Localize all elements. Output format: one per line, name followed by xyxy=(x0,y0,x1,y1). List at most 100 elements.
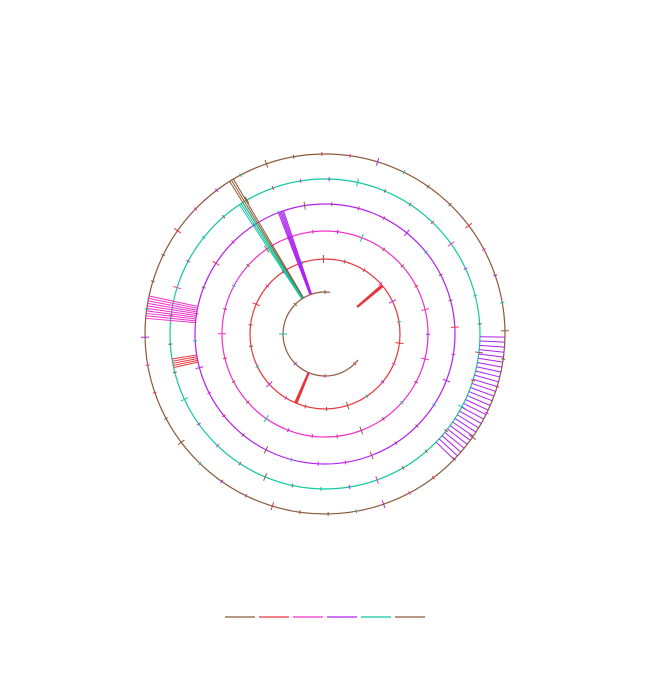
ring-tick xyxy=(220,479,224,484)
link xyxy=(171,354,197,360)
ring-tick xyxy=(246,263,250,268)
ring-tick xyxy=(432,403,436,407)
link xyxy=(441,435,462,453)
ring-tick xyxy=(348,485,351,490)
ring-tick xyxy=(388,299,397,304)
ring-tick xyxy=(402,170,406,175)
ring-tick xyxy=(231,284,236,288)
ring-tick xyxy=(359,426,364,435)
link xyxy=(146,310,197,318)
ring-tick xyxy=(484,411,489,415)
ring-tick xyxy=(263,446,269,454)
link xyxy=(232,178,305,299)
link xyxy=(467,395,491,406)
ring xyxy=(144,153,506,515)
link xyxy=(147,302,197,313)
link xyxy=(477,362,503,368)
ring-tick xyxy=(420,357,429,361)
ring-tick xyxy=(396,320,402,323)
ring-tick xyxy=(207,391,212,395)
ring-tick xyxy=(369,451,374,460)
ring-tick xyxy=(470,379,475,382)
link xyxy=(468,391,493,402)
link xyxy=(479,340,505,343)
ring-tick xyxy=(381,416,385,421)
ring-tick xyxy=(452,457,457,461)
ring-tick xyxy=(299,178,302,183)
ring-tick xyxy=(481,248,486,251)
ring-tick xyxy=(215,443,220,448)
ring-tick xyxy=(271,185,275,191)
ring-tick xyxy=(458,404,466,410)
link xyxy=(148,295,199,308)
ring-tick xyxy=(442,378,451,383)
ring-tick xyxy=(221,214,226,219)
link xyxy=(470,387,495,397)
ring-tick xyxy=(290,457,293,462)
ring-tick xyxy=(263,415,269,423)
ring-tick xyxy=(500,301,505,304)
ring-tick xyxy=(173,285,182,290)
link xyxy=(145,315,196,322)
ring-tick xyxy=(380,380,385,384)
ring-tick xyxy=(400,400,404,405)
link xyxy=(280,211,312,295)
ring-tick xyxy=(173,228,182,234)
link xyxy=(479,344,505,348)
ring-tick xyxy=(238,461,242,466)
ring-tick xyxy=(264,159,269,168)
ring-tick xyxy=(381,500,386,509)
ring xyxy=(194,203,456,465)
ring-tick xyxy=(201,286,206,289)
link xyxy=(281,211,312,295)
ring-tick xyxy=(222,308,228,311)
ring-tick xyxy=(448,299,453,302)
ring-tick xyxy=(164,417,169,420)
link xyxy=(146,312,196,320)
ring-tick xyxy=(284,395,288,400)
ring-tick xyxy=(426,184,430,189)
link xyxy=(231,179,304,299)
ring-tick xyxy=(293,361,298,366)
ring-tick xyxy=(145,364,150,367)
ring-tick xyxy=(468,434,477,440)
ring-tick xyxy=(356,178,359,187)
link xyxy=(447,428,468,445)
ring-tick xyxy=(414,285,419,288)
ring-tick xyxy=(365,394,369,399)
ring-tick xyxy=(301,260,304,265)
ring-tick xyxy=(248,345,254,348)
link xyxy=(452,421,474,437)
ring-tick xyxy=(378,282,383,286)
link xyxy=(476,366,502,373)
ring-tick xyxy=(395,342,404,345)
ring-tick xyxy=(304,404,307,409)
ring-tick xyxy=(231,380,236,383)
ring-tick xyxy=(291,483,294,488)
link xyxy=(172,356,198,362)
ring-tick xyxy=(150,280,155,283)
ring-tick xyxy=(195,366,204,370)
ring-tick xyxy=(430,220,435,225)
ring-tick xyxy=(152,391,157,394)
ring-tick xyxy=(391,362,396,365)
ring-tick xyxy=(447,241,455,247)
ring-tick xyxy=(414,380,419,384)
ring-tick xyxy=(231,240,235,244)
link xyxy=(240,203,303,299)
ring-tick xyxy=(299,510,301,515)
ring-tick xyxy=(355,509,358,514)
link xyxy=(444,431,465,449)
ring-tick xyxy=(451,353,456,356)
link xyxy=(145,317,196,324)
link xyxy=(147,305,197,315)
link xyxy=(435,441,455,460)
ring-tick xyxy=(241,433,245,437)
ring-tick xyxy=(177,439,185,446)
link xyxy=(173,361,199,369)
ring-tick xyxy=(186,259,191,263)
ring-tick xyxy=(144,308,149,310)
ring-tick xyxy=(403,229,410,237)
ring-tick xyxy=(244,196,250,204)
